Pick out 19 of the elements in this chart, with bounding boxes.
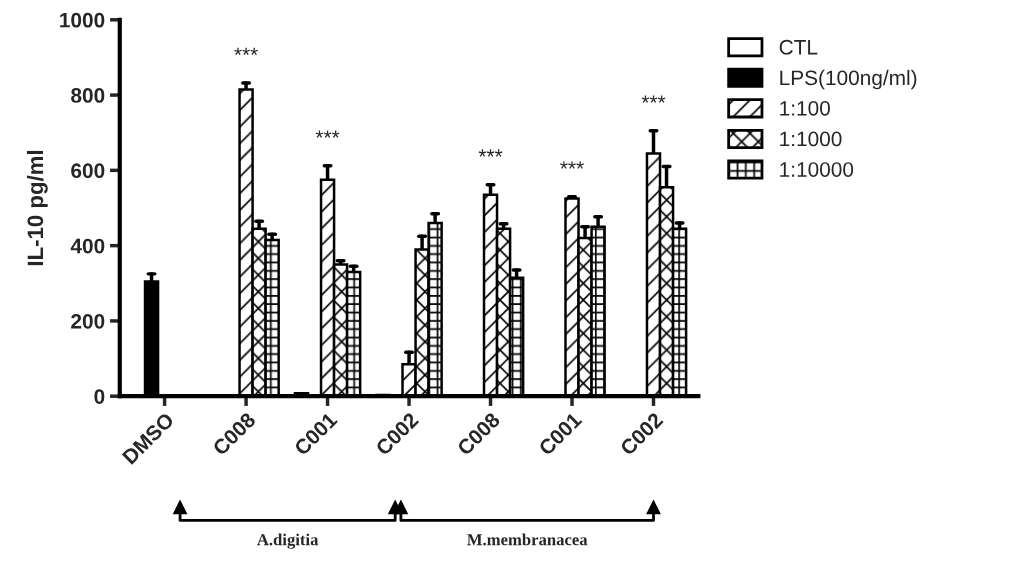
legend-label: 1:1000: [780, 131, 842, 147]
y-tick-label: 1000: [60, 12, 105, 28]
annotation: ***: [315, 130, 340, 138]
legend-label: 1:100: [780, 100, 830, 116]
annotation: ***: [641, 95, 666, 103]
annotation: ***: [560, 161, 584, 169]
y-tick-label: 400: [70, 238, 105, 254]
text: M.membranacea: [467, 533, 588, 546]
annotation: ***: [478, 149, 503, 157]
annotation: ***: [234, 47, 258, 56]
y-tick-label: 600: [71, 163, 105, 179]
legend-label: 1:10000: [780, 162, 854, 177]
legend-label: LPS(100ng/ml): [780, 69, 917, 90]
y-axis-title: IL-10 pg/ml: [26, 150, 48, 266]
y-tick-label: 800: [71, 88, 105, 103]
legend-label: CTL: [779, 39, 818, 55]
y-tick-label: 200: [71, 313, 105, 329]
text: A.digitia: [257, 533, 319, 549]
y-tick-label: 0: [94, 389, 105, 404]
